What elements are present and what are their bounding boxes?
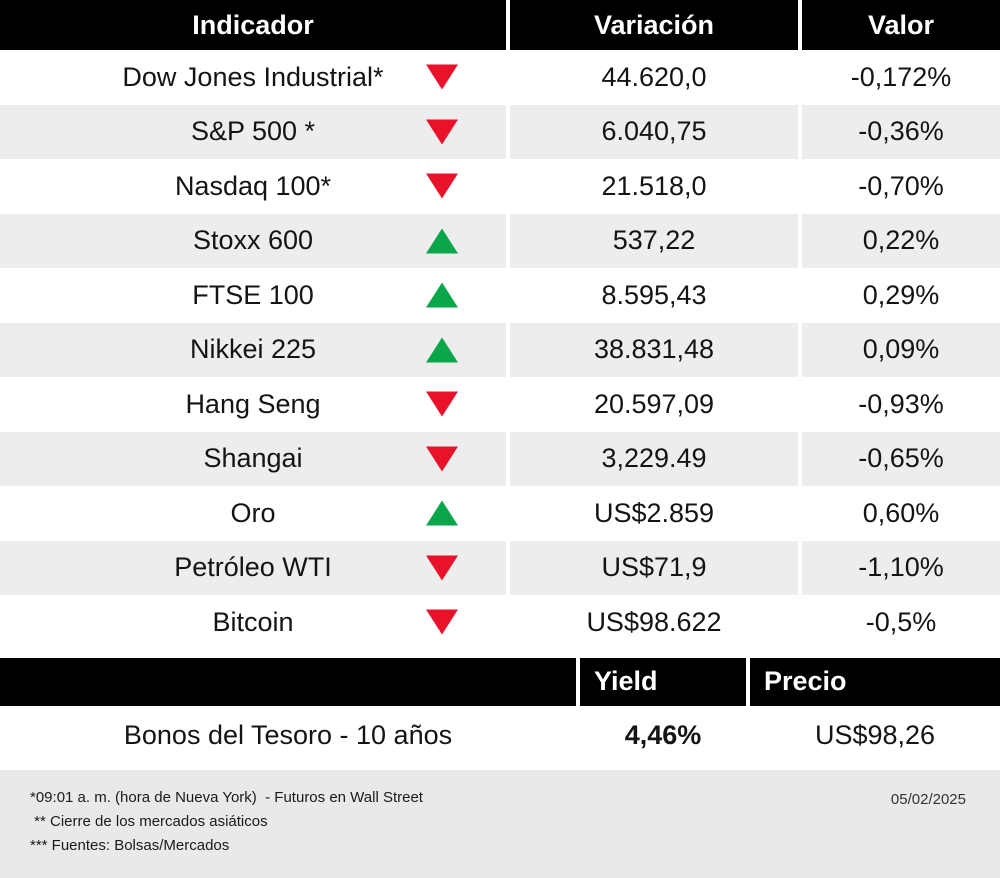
value-cell: -0,93%	[802, 377, 1000, 432]
indicator-label: Petróleo WTI	[174, 552, 332, 583]
variation-cell: 3,229.49	[510, 431, 798, 486]
down-arrow-icon	[426, 391, 458, 417]
variation-cell: 44.620,0	[510, 50, 798, 105]
value-cell: 0,60%	[802, 486, 1000, 541]
footer: *09:01 a. m. (hora de Nueva York) - Futu…	[0, 769, 1000, 878]
value-cell: -0,36%	[802, 104, 1000, 159]
date-label: 05/02/2025	[890, 790, 966, 808]
indicator-cell: Dow Jones Industrial*	[0, 50, 506, 105]
indicator-cell: Petróleo WTI	[0, 540, 506, 595]
down-arrow-icon	[426, 173, 458, 199]
indicator-label: Dow Jones Industrial*	[122, 61, 384, 92]
table-row: Petróleo WTI US$71,9 -1,10%	[0, 540, 1000, 595]
indicator-cell: Shangai	[0, 431, 506, 486]
indicator-cell: Bitcoin	[0, 595, 506, 650]
table-row: Nikkei 225 38.831,48 0,09%	[0, 322, 1000, 377]
variation-cell: US$71,9	[510, 540, 798, 595]
markets-table-header: Indicador Variación Valor	[0, 0, 1000, 50]
down-arrow-icon	[426, 64, 458, 90]
up-arrow-icon	[426, 500, 458, 526]
header-indicador: Indicador	[0, 0, 506, 50]
table-row: Hang Seng 20.597,09 -0,93%	[0, 377, 1000, 432]
table-row: S&P 500 * 6.040,75 -0,36%	[0, 104, 1000, 159]
footnote-futures: *09:01 a. m. (hora de Nueva York) - Futu…	[30, 788, 423, 806]
bond-price-value: US$98,26	[750, 705, 1000, 766]
indicator-cell: Oro	[0, 486, 506, 541]
indicator-label: FTSE 100	[192, 279, 314, 310]
indicator-label: Nasdaq 100*	[174, 170, 332, 201]
header-precio: Precio	[750, 657, 1000, 706]
indicator-cell: Nikkei 225	[0, 322, 506, 377]
header-valor: Valor	[802, 0, 1000, 50]
variation-cell: 6.040,75	[510, 104, 798, 159]
value-cell: 0,29%	[802, 268, 1000, 323]
indicator-label: Hang Seng	[185, 388, 321, 419]
table-row: Stoxx 600 537,22 0,22%	[0, 213, 1000, 268]
variation-cell: 8.595,43	[510, 268, 798, 323]
up-arrow-icon	[426, 228, 458, 254]
table-row: Dow Jones Industrial* 44.620,0 -0,172%	[0, 50, 1000, 105]
value-cell: -1,10%	[802, 540, 1000, 595]
indicator-cell: FTSE 100	[0, 268, 506, 323]
value-cell: 0,09%	[802, 322, 1000, 377]
bond-row: Bonos del Tesoro - 10 años 4,46% US$98,2…	[0, 705, 1000, 766]
indicator-cell: Stoxx 600	[0, 213, 506, 268]
indicator-cell: S&P 500 *	[0, 104, 506, 159]
down-arrow-icon	[426, 119, 458, 145]
indicator-label: Stoxx 600	[192, 225, 314, 256]
bond-yield-value: 4,46%	[580, 705, 746, 766]
up-arrow-icon	[426, 337, 458, 363]
table-row: FTSE 100 8.595,43 0,29%	[0, 268, 1000, 323]
variation-cell: 537,22	[510, 213, 798, 268]
header-yield: Yield	[580, 657, 746, 706]
indicator-cell: Nasdaq 100*	[0, 159, 506, 214]
indicator-cell: Hang Seng	[0, 377, 506, 432]
indicator-label: S&P 500 *	[190, 116, 316, 147]
variation-cell: 20.597,09	[510, 377, 798, 432]
table-row: Oro US$2.859 0,60%	[0, 486, 1000, 541]
bond-header-empty	[0, 657, 576, 706]
variation-cell: 21.518,0	[510, 159, 798, 214]
value-cell: -0,172%	[802, 50, 1000, 105]
value-cell: -0,65%	[802, 431, 1000, 486]
down-arrow-icon	[426, 609, 458, 635]
variation-cell: US$2.859	[510, 486, 798, 541]
markets-table-body: Dow Jones Industrial* 44.620,0 -0,172% S…	[0, 50, 1000, 650]
indicator-label: Oro	[230, 497, 276, 528]
down-arrow-icon	[426, 555, 458, 581]
variation-cell: US$98.622	[510, 595, 798, 650]
table-row: Shangai 3,229.49 -0,65%	[0, 431, 1000, 486]
bond-table-header: Yield Precio	[0, 657, 1000, 706]
indicator-label: Nikkei 225	[189, 334, 317, 365]
table-row: Nasdaq 100* 21.518,0 -0,70%	[0, 159, 1000, 214]
footnote-sources: *** Fuentes: Bolsas/Mercados	[30, 836, 230, 854]
value-cell: 0,22%	[802, 213, 1000, 268]
indicator-label: Shangai	[203, 443, 303, 474]
footnote-asian-markets: ** Cierre de los mercados asiáticos	[30, 812, 268, 830]
down-arrow-icon	[426, 446, 458, 472]
value-cell: -0,70%	[802, 159, 1000, 214]
up-arrow-icon	[426, 282, 458, 308]
variation-cell: 38.831,48	[510, 322, 798, 377]
header-variacion: Variación	[510, 0, 798, 50]
bond-label: Bonos del Tesoro - 10 años	[0, 705, 576, 766]
value-cell: -0,5%	[802, 595, 1000, 650]
table-row: Bitcoin US$98.622 -0,5%	[0, 595, 1000, 650]
indicator-label: Bitcoin	[212, 606, 294, 637]
